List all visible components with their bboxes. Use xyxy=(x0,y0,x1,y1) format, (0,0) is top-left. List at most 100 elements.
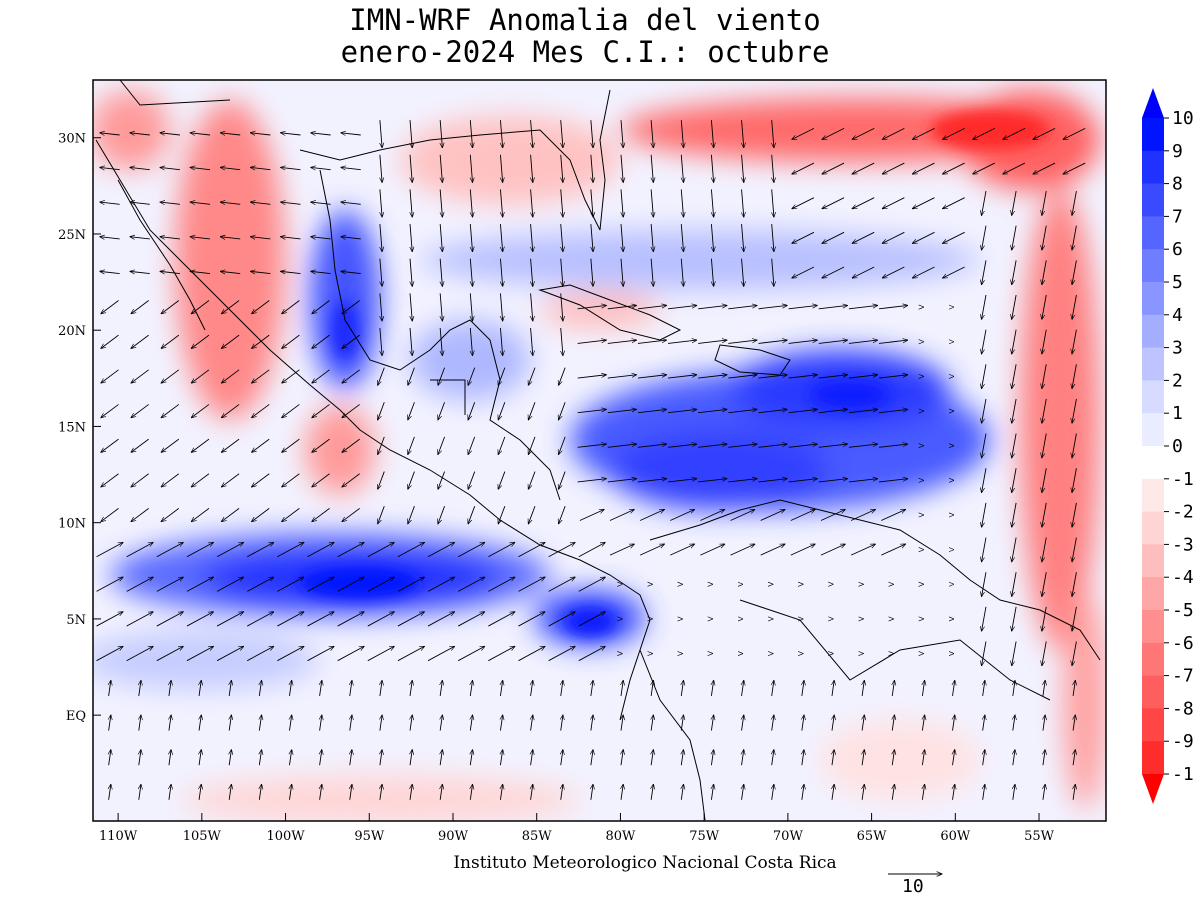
wind-vector xyxy=(160,202,180,204)
wind-vector xyxy=(788,340,818,344)
wind-vector xyxy=(101,334,119,348)
wind-vector xyxy=(109,750,111,766)
wind-vector xyxy=(311,271,331,273)
wind-vector xyxy=(470,784,472,800)
wind-vector xyxy=(1042,190,1047,215)
wind-vector xyxy=(850,544,875,556)
colorbar-swatch xyxy=(1142,314,1164,349)
wind-vector xyxy=(186,542,213,558)
wind-vector xyxy=(852,162,875,174)
wind-vector xyxy=(559,367,566,386)
wind-vector xyxy=(100,271,120,273)
anomaly-field xyxy=(93,80,1106,821)
wind-vector xyxy=(380,258,382,287)
wind-vector xyxy=(730,509,755,521)
wind-vector xyxy=(500,189,502,217)
wind-vector xyxy=(282,369,300,383)
wind-vector xyxy=(221,508,240,521)
wind-vector xyxy=(982,641,987,665)
colorbar-swatch xyxy=(1142,544,1164,578)
wind-vector xyxy=(96,612,123,627)
wind-vector xyxy=(220,133,241,135)
wind-vector xyxy=(289,750,291,766)
wind-vector xyxy=(221,438,240,452)
wind-vector xyxy=(131,508,149,521)
wind-vector xyxy=(531,715,533,731)
wind-vector xyxy=(440,154,442,183)
wind-vector xyxy=(818,375,848,379)
wind-vector xyxy=(1012,433,1017,458)
wind-vector xyxy=(621,189,623,217)
wind-vector xyxy=(320,784,322,800)
wind-vector xyxy=(822,266,845,278)
wind-vector xyxy=(1013,784,1015,800)
wind-vector xyxy=(410,680,412,696)
wind-vector xyxy=(528,436,536,455)
colorbar-label: -5 xyxy=(1172,600,1194,621)
lon-tick-label: 105W xyxy=(183,829,222,844)
wind-vector xyxy=(792,197,815,209)
wind-vector xyxy=(1072,398,1077,423)
lat-tick-label: 10N xyxy=(58,517,86,532)
wind-vector xyxy=(772,680,774,696)
wind-vector xyxy=(681,154,683,183)
wind-vector xyxy=(881,544,905,556)
wind-vector xyxy=(160,237,180,239)
wind-vector xyxy=(282,300,300,314)
wind-vector xyxy=(470,293,472,321)
wind-vector xyxy=(337,646,364,662)
wind-vector xyxy=(438,367,445,386)
wind-vector xyxy=(126,646,153,662)
wind-vector xyxy=(1042,537,1047,562)
wind-vector xyxy=(820,509,845,521)
wind-vector xyxy=(101,473,119,487)
wind-vector xyxy=(277,577,303,592)
wind-vector xyxy=(1003,162,1026,174)
wind-vector xyxy=(500,293,502,321)
wind-vector xyxy=(607,479,637,483)
wind-vector xyxy=(312,404,330,417)
wind-vector xyxy=(1012,468,1017,492)
wind-vector xyxy=(337,577,364,592)
wind-vector xyxy=(312,334,330,348)
wind-vector xyxy=(1072,502,1077,527)
wind-vector xyxy=(427,612,454,627)
wind-vector xyxy=(790,509,815,521)
wind-vector xyxy=(848,444,878,448)
wind-vector xyxy=(350,715,352,731)
wind-vector xyxy=(577,409,607,414)
wind-vector xyxy=(498,367,506,386)
wind-vector xyxy=(130,271,150,273)
wind-vector xyxy=(862,715,864,731)
wind-vector xyxy=(259,784,261,800)
wind-vector xyxy=(259,680,261,696)
wind-vector xyxy=(139,750,141,766)
wind-vector xyxy=(578,542,605,558)
colorbar-label: -1 xyxy=(1172,764,1194,785)
wind-vector xyxy=(500,750,502,766)
wind-vector xyxy=(651,750,653,766)
wind-vector xyxy=(397,612,424,627)
wind-vector xyxy=(742,258,744,287)
wind-vector xyxy=(397,646,424,662)
wind-vector xyxy=(577,444,607,448)
wind-vector xyxy=(500,784,502,800)
wind-vector xyxy=(350,784,352,800)
lat-tick-label: 5N xyxy=(66,613,86,628)
wind-vector xyxy=(367,612,394,627)
wind-vector xyxy=(160,271,180,273)
map-frame xyxy=(92,79,1107,822)
wind-vector xyxy=(199,750,201,766)
wind-vector xyxy=(1042,329,1047,354)
colorbar-label: 9 xyxy=(1172,141,1183,162)
wind-vector xyxy=(983,715,985,731)
wind-vector xyxy=(1042,225,1047,250)
wind-vector xyxy=(169,784,171,800)
wind-vector xyxy=(186,646,213,662)
wind-vector xyxy=(518,646,544,662)
lon-tick-label: 80W xyxy=(605,829,636,844)
wind-vector xyxy=(281,202,301,204)
wind-vector xyxy=(728,409,757,414)
wind-vector xyxy=(711,258,713,287)
wind-vector xyxy=(101,508,119,521)
